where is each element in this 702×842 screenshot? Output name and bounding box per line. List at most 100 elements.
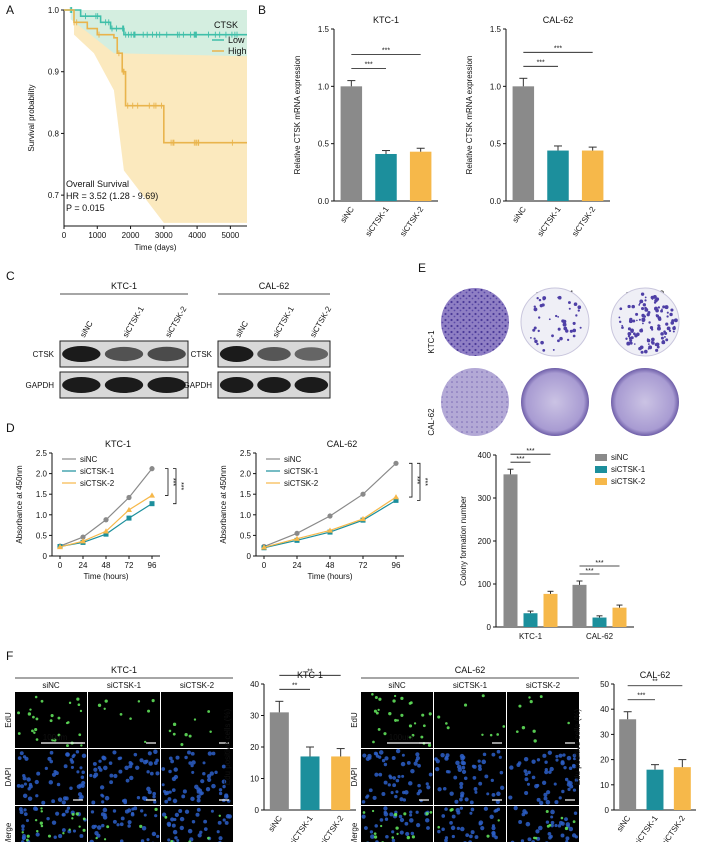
- nucleus-dapi: [395, 778, 400, 783]
- nucleus-dapi: [562, 753, 566, 757]
- nucleus-dapi: [395, 790, 399, 794]
- nucleus-dapi: [92, 774, 97, 779]
- colony-dot: [626, 341, 631, 346]
- nucleus-dapi: [94, 830, 99, 836]
- colony-legend-label: siCTSK-2: [611, 477, 646, 486]
- colony-dot: [657, 324, 661, 327]
- edu-ktc1-y-tick-label: 0: [255, 806, 260, 815]
- colony-dot: [618, 316, 621, 319]
- nucleus-dapi: [404, 790, 409, 795]
- nucleus-dapi: [451, 814, 456, 819]
- nucleus-dapi: [495, 799, 500, 805]
- nucleus-edu: [32, 715, 35, 719]
- edu-cal62-bar: [646, 769, 664, 810]
- panel-label-E: E: [418, 261, 426, 275]
- nucleus-dapi: [474, 835, 479, 839]
- colony-dot: [563, 326, 568, 331]
- colony-dot: [651, 298, 654, 300]
- edu-cal62-y-tick-label: 20: [600, 756, 609, 765]
- colony-dot: [644, 349, 648, 354]
- nucleus-edu: [40, 810, 43, 813]
- nucleus-dapi: [544, 760, 548, 764]
- nucleus-edu: [68, 701, 72, 705]
- colony-dot: [572, 328, 577, 333]
- nucleus-dapi: [119, 822, 124, 827]
- km-x-tick-label: 3000: [155, 231, 173, 240]
- colony-dot: [537, 329, 540, 333]
- nucleus-dapi: [437, 787, 442, 792]
- nucleus-dapi: [415, 756, 420, 761]
- km-annotation: P = 0.015: [66, 203, 105, 213]
- nucleus-edu: [193, 718, 197, 721]
- nucleus-dapi: [554, 800, 559, 805]
- nucleus-dapi: [482, 752, 487, 757]
- edu-ktc1-y-tick-label: 30: [250, 712, 259, 721]
- nucleus-dapi: [49, 759, 54, 764]
- nucleus-dapi: [112, 750, 117, 755]
- nucleus-dapi: [379, 818, 384, 822]
- colony-bar-siNC: [503, 474, 518, 627]
- nucleus-dapi: [139, 758, 144, 763]
- nucleus-dapi: [21, 828, 25, 832]
- nucleus-edu: [26, 834, 30, 838]
- colony-dot: [542, 297, 546, 301]
- nucleus-dapi: [98, 768, 103, 772]
- nucleus-dapi: [61, 813, 65, 817]
- nucleus-dapi: [481, 759, 487, 765]
- colony-dot: [568, 307, 571, 310]
- nucleus-dapi: [102, 815, 108, 820]
- nucleus-dapi: [568, 781, 573, 786]
- nucleus-dapi: [444, 756, 449, 761]
- edu-ktc1-sig-label: **: [292, 682, 298, 689]
- colony-dot: [657, 316, 662, 320]
- nucleus-dapi: [391, 830, 395, 834]
- nucleus-dapi: [392, 776, 396, 780]
- blot-lane-label: siCTSK-2: [308, 304, 333, 339]
- nucleus-dapi: [459, 794, 464, 798]
- cck8-cal62-y-tick-label: 1.5: [240, 490, 252, 499]
- nucleus-dapi: [218, 791, 223, 796]
- nucleus-dapi: [133, 806, 138, 811]
- nucleus-dapi: [218, 836, 223, 841]
- nucleus-dapi: [442, 786, 447, 791]
- colony-dot: [641, 317, 646, 322]
- nucleus-edu: [218, 814, 221, 817]
- nucleus-dapi: [459, 785, 463, 790]
- nucleus-edu: [546, 824, 550, 828]
- nucleus-dapi: [545, 820, 550, 824]
- nucleus-dapi: [454, 799, 459, 804]
- colony-dot: [533, 326, 537, 330]
- nucleus-dapi: [572, 788, 577, 792]
- edu-cal62-title: CAL-62: [640, 670, 671, 680]
- nucleus-dapi: [444, 838, 448, 842]
- edu-column-label: siCTSK-1: [453, 681, 488, 690]
- nucleus-dapi: [518, 820, 523, 824]
- nucleus-edu: [35, 717, 39, 721]
- nucleus-dapi: [101, 800, 105, 804]
- nucleus-edu: [481, 694, 485, 698]
- nucleus-dapi: [490, 778, 494, 783]
- colony-dot: [579, 326, 582, 329]
- nucleus-dapi: [425, 782, 429, 786]
- colony-dot: [572, 334, 576, 338]
- nucleus-edu: [29, 708, 32, 711]
- nucleus-edu: [67, 721, 70, 724]
- nucleus-dapi: [28, 782, 33, 787]
- nucleus-dapi: [195, 812, 200, 817]
- nucleus-edu: [57, 733, 61, 737]
- nucleus-dapi: [378, 750, 384, 755]
- nucleus-dapi: [103, 765, 108, 771]
- cck8-cal62-legend-label: siCTSK-1: [284, 467, 319, 476]
- edu-ktc1-y-tick-label: 20: [250, 743, 259, 752]
- nucleus-dapi: [524, 772, 529, 777]
- colony-dot: [536, 297, 539, 300]
- nucleus-dapi: [459, 781, 464, 787]
- colony-dot: [648, 321, 651, 324]
- km-x-tick-label: 4000: [188, 231, 206, 240]
- colony-dot: [567, 301, 571, 305]
- nucleus-dapi: [140, 809, 144, 813]
- cck8-ktc1-x-tick-label: 96: [148, 561, 157, 570]
- nucleus-dapi: [147, 790, 152, 795]
- edu-cal62-sig-label: **: [652, 679, 658, 686]
